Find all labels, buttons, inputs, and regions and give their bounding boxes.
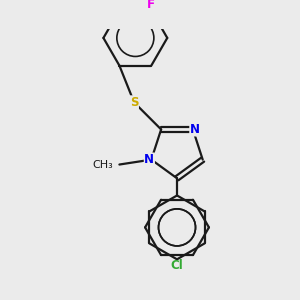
Text: N: N — [144, 153, 154, 166]
Text: N: N — [190, 123, 200, 136]
Text: S: S — [130, 96, 138, 109]
Text: CH₃: CH₃ — [93, 160, 113, 170]
Text: Cl: Cl — [171, 259, 183, 272]
Text: F: F — [147, 0, 155, 11]
